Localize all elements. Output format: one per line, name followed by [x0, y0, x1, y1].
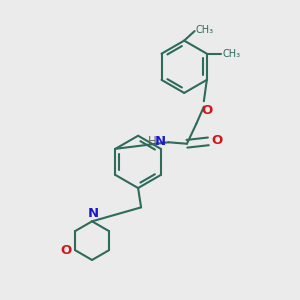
Text: N: N: [88, 207, 99, 220]
Text: H: H: [148, 135, 156, 148]
Text: O: O: [61, 244, 72, 257]
Text: N: N: [155, 135, 166, 148]
Text: O: O: [211, 134, 223, 147]
Text: CH₃: CH₃: [222, 49, 240, 59]
Text: CH₃: CH₃: [196, 25, 214, 35]
Text: O: O: [202, 103, 213, 117]
